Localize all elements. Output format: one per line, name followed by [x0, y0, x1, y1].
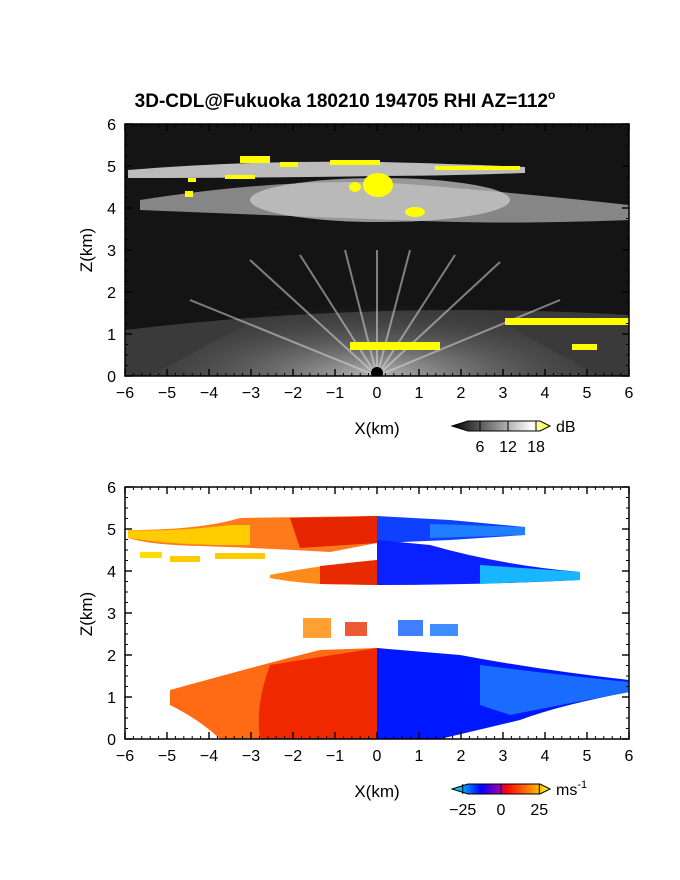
figure-title: 3D-CDL@Fukuoka 180210 194705 RHI AZ=112o — [135, 88, 556, 112]
low-level-approaching-far — [480, 665, 629, 715]
velocity-y-tick-label: 5 — [107, 522, 116, 539]
reflectivity-x-tick-label: 0 — [373, 385, 382, 402]
reflectivity-x-tick-label: −6 — [116, 385, 134, 402]
colorbar-unit: ms-1 — [556, 779, 587, 799]
velocity-x-tick-label: 6 — [625, 748, 634, 765]
velocity-y-tick-label: 4 — [107, 564, 116, 581]
reflectivity-y-tick-label: 6 — [107, 117, 116, 134]
velocity-x-tick-label: 5 — [583, 748, 592, 765]
reflectivity-x-tick-label: 4 — [541, 385, 550, 402]
reflectivity-x-tick-label: −1 — [326, 385, 344, 402]
cone-rays — [189, 249, 561, 376]
velocity-x-tick-label: −2 — [284, 748, 302, 765]
velocity-y-tick-label: 1 — [107, 690, 116, 707]
colorbar-bar — [450, 420, 552, 432]
velocity-colorbar: −25 0 25 ms-1 — [449, 779, 587, 819]
velocity-axes: −6 −5 −4 −3 −2 −1 0 1 2 3 4 5 6 0 1 2 3 4 5 6 — [107, 480, 633, 765]
mid-layer-approaching-far — [480, 565, 580, 584]
velocity-x-tick-label: −6 — [116, 748, 134, 765]
colorbar-ticks: 6 12 18 — [476, 421, 545, 456]
velocity-x-tick-label: 1 — [415, 748, 424, 765]
colorbar-tick-label: 6 — [476, 439, 485, 456]
velocity-x-tick-label: −3 — [242, 748, 260, 765]
velocity-y-tick-label: 2 — [107, 648, 116, 665]
velocity-x-tick-label: −4 — [200, 748, 218, 765]
reflectivity-y-tick-label: 0 — [107, 369, 116, 386]
velocity-ylabel: Z(km) — [77, 592, 96, 636]
velocity-y-tick-label: 6 — [107, 480, 116, 497]
reflectivity-colorbar: 6 12 18 dB — [450, 419, 576, 456]
colorbar-ticks: −25 0 25 — [449, 784, 548, 819]
velocity-x-tick-label: 0 — [373, 748, 382, 765]
title-superscript: o — [548, 88, 555, 102]
colorbar-tick-label: 25 — [530, 802, 548, 819]
reflectivity-x-tick-label: −2 — [284, 385, 302, 402]
reflectivity-y-tick-label: 5 — [107, 159, 116, 176]
upper-layer-receding-far — [128, 525, 250, 546]
reflectivity-x-tick-label: −4 — [200, 385, 218, 402]
doppler-velocity-panel: −6 −5 −4 −3 −2 −1 0 1 2 3 4 5 6 0 1 2 3 4 5 6 X(km) Z(km) −… — [77, 480, 634, 819]
upper-layer-receding-near — [290, 516, 377, 548]
colorbar-tick-label: 18 — [527, 439, 545, 456]
reflectivity-field — [125, 124, 629, 376]
low-level-receding-near — [258, 648, 377, 739]
colorbar-tick-label: −25 — [449, 802, 476, 819]
upper-layer — [128, 161, 525, 178]
low-level-cone-core — [150, 255, 600, 376]
colorbar-unit: dB — [556, 419, 576, 436]
mid-layer-bright — [250, 178, 510, 222]
scattered-aloft — [140, 552, 458, 638]
reflectivity-x-tick-label: −5 — [158, 385, 176, 402]
velocity-x-tick-label: 4 — [541, 748, 550, 765]
reflectivity-y-tick-label: 2 — [107, 285, 116, 302]
reflectivity-y-tick-label: 3 — [107, 243, 116, 260]
reflectivity-x-tick-label: 5 — [583, 385, 592, 402]
reflectivity-x-tick-label: 6 — [625, 385, 634, 402]
velocity-x-tick-label: −1 — [326, 748, 344, 765]
reflectivity-y-tick-label: 1 — [107, 327, 116, 344]
velocity-x-tick-label: 3 — [499, 748, 508, 765]
reflectivity-xlabel: X(km) — [354, 419, 399, 438]
colorbar-tick-label: 12 — [499, 439, 517, 456]
reflectivity-y-tick-label: 4 — [107, 201, 116, 218]
velocity-xlabel: X(km) — [354, 782, 399, 801]
reflectivity-x-tick-label: 1 — [415, 385, 424, 402]
strong-echoes — [185, 156, 629, 350]
velocity-x-tick-label: −5 — [158, 748, 176, 765]
upper-layer-approaching-far — [430, 524, 525, 538]
velocity-field — [125, 487, 629, 739]
velocity-y-tick-label: 3 — [107, 606, 116, 623]
mid-layer-receding-near — [320, 560, 377, 585]
reflectivity-x-tick-label: 2 — [457, 385, 466, 402]
reflectivity-ylabel: Z(km) — [77, 228, 96, 272]
colorbar-tick-label: 0 — [497, 802, 506, 819]
reflectivity-x-tick-label: −3 — [242, 385, 260, 402]
velocity-x-tick-label: 2 — [457, 748, 466, 765]
velocity-y-tick-label: 0 — [107, 732, 116, 749]
reflectivity-x-tick-label: 3 — [499, 385, 508, 402]
reflectivity-axes: −6 −5 −4 −3 −2 −1 0 1 2 3 4 5 6 0 1 2 3 4 5 6 — [107, 117, 633, 402]
